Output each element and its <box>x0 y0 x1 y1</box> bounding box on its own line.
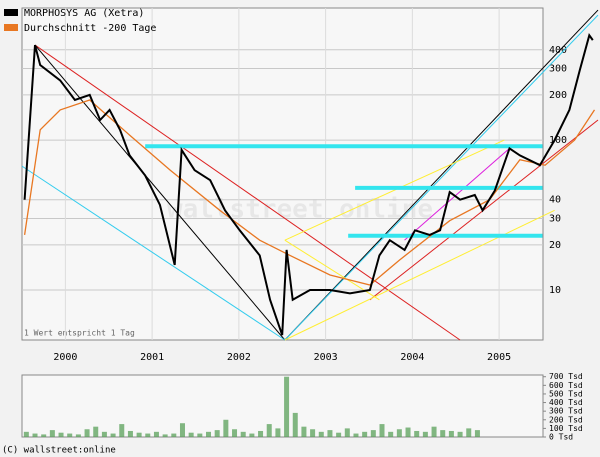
y-tick-label: 200 <box>549 90 567 101</box>
volume-bar <box>292 412 298 437</box>
source: (C) wallstreet:online <box>2 446 116 456</box>
x-tick-label: 2001 <box>140 352 164 363</box>
volume-bar <box>379 424 385 437</box>
y-tick-label: 10 <box>549 285 561 296</box>
volume-bar <box>301 426 307 437</box>
volume-bar <box>84 429 90 437</box>
trend-line <box>284 139 505 241</box>
x-tick-label: 2002 <box>227 352 251 363</box>
volume-bar <box>422 431 428 437</box>
x-tick-label: 2005 <box>487 352 511 363</box>
y-tick-label: 200 Tsd <box>549 415 583 424</box>
volume-bar <box>23 431 29 437</box>
volume-bar <box>353 433 359 437</box>
trend-line <box>34 44 461 341</box>
x-tick-label: 2003 <box>314 352 338 363</box>
volume-bar <box>440 430 446 437</box>
volume-bar <box>179 423 185 437</box>
volume-bar <box>110 433 116 437</box>
volume-bar <box>101 431 107 437</box>
series-line <box>23 33 594 336</box>
volume-bar <box>41 434 47 437</box>
volume-bar <box>466 428 472 437</box>
y-tick-label: 40 <box>549 195 561 206</box>
y-tick-label: 300 <box>549 64 567 75</box>
volume-bar <box>136 432 142 437</box>
legend-label: MORPHOSYS AG (Xetra) <box>24 8 144 19</box>
volume-bar <box>318 431 324 437</box>
volume-bar <box>197 433 203 437</box>
volume-bar <box>32 433 38 437</box>
volume-bar <box>327 430 333 437</box>
volume-bar <box>49 430 55 437</box>
trend-line <box>21 165 286 341</box>
volume-bar <box>223 419 229 437</box>
volume-bar <box>448 430 454 437</box>
volume-bar <box>206 431 212 437</box>
trend-line <box>284 239 380 301</box>
volume-bar <box>474 430 480 437</box>
legend-swatch <box>4 9 18 16</box>
y-tick-label: 100 <box>549 135 567 146</box>
trend-line <box>34 44 286 341</box>
volume-bar <box>67 433 73 437</box>
volume-bar <box>93 426 99 437</box>
trend-line <box>284 9 599 341</box>
y-tick-label: 30 <box>549 213 561 224</box>
volume-bar <box>266 424 272 437</box>
volume-bar <box>127 430 133 437</box>
y-tick-label: 500 Tsd <box>549 389 583 398</box>
volume-bar <box>431 426 437 437</box>
volume-bar <box>58 432 64 437</box>
trend-line <box>404 148 510 241</box>
trend-line <box>284 14 599 341</box>
volume-bar <box>171 433 177 437</box>
y-tick-label: 300 Tsd <box>549 407 583 416</box>
volume-bar <box>188 432 194 437</box>
volume-bar <box>362 431 368 437</box>
volume-bar <box>145 433 151 437</box>
volume-bar <box>119 424 125 437</box>
y-tick-label: 400 <box>549 45 567 56</box>
volume-bar <box>370 430 376 437</box>
y-tick-label: 0 Tsd <box>549 433 573 442</box>
legend-swatch <box>4 24 18 31</box>
volume-bar <box>153 431 159 437</box>
y-tick-label: 100 Tsd <box>549 424 583 433</box>
y-tick-label: 600 Tsd <box>549 381 583 390</box>
volume-bar <box>457 431 463 437</box>
plot-frame <box>21 7 544 341</box>
volume-bar <box>405 427 411 437</box>
volume-bar <box>344 428 350 437</box>
trend-line <box>284 209 555 341</box>
volume-bar <box>232 429 238 437</box>
legend-label: Durchschnitt -200 Tage <box>24 23 156 34</box>
x-tick-label: 2000 <box>53 352 77 363</box>
volume-bar <box>284 376 290 437</box>
y-tick-label: 20 <box>549 240 561 251</box>
note: 1 Wert entspricht 1 Tag <box>24 329 135 338</box>
y-tick-label: 400 Tsd <box>549 398 583 407</box>
volume-bar <box>240 431 246 437</box>
volume-bar <box>414 430 420 437</box>
x-tick-label: 2004 <box>400 352 424 363</box>
volume-bar <box>214 430 220 437</box>
volume-bar <box>336 432 342 437</box>
volume-bar <box>162 434 168 437</box>
volume-bar <box>258 430 264 437</box>
volume-bar <box>275 428 281 437</box>
volume-bar <box>396 429 402 437</box>
volume-frame <box>21 374 544 438</box>
volume-bar <box>310 429 316 437</box>
volume-bar <box>75 434 81 437</box>
y-tick-label: 700 Tsd <box>549 372 583 381</box>
volume-bar <box>249 433 255 437</box>
volume-bar <box>388 431 394 437</box>
series-line <box>23 99 596 286</box>
